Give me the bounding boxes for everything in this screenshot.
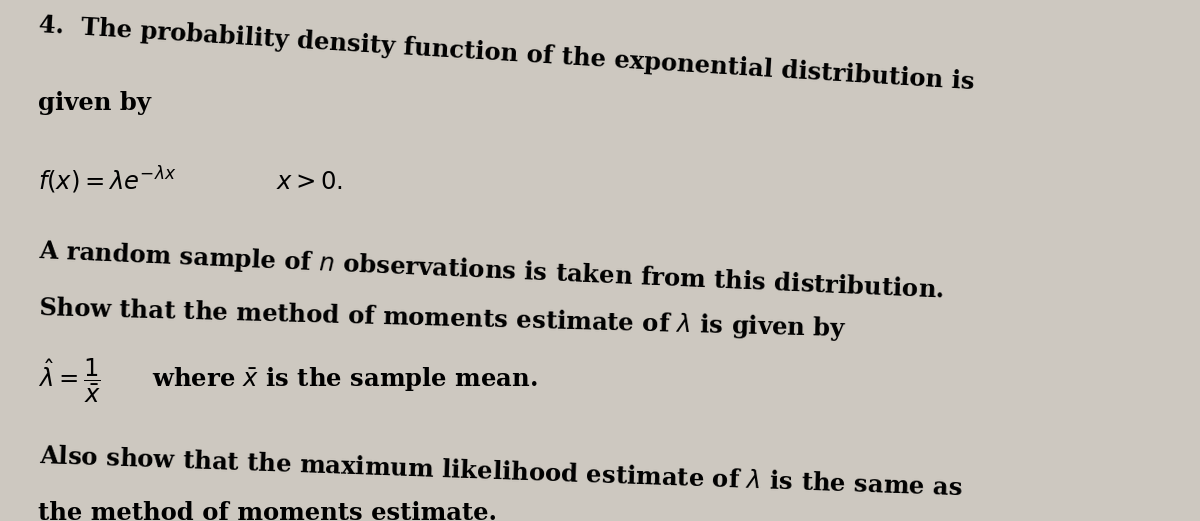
Text: the method of moments estimate.: the method of moments estimate.: [38, 501, 498, 521]
Text: A random sample of $n$ observations is taken from this distribution.: A random sample of $n$ observations is t…: [38, 237, 944, 305]
Text: Also show that the maximum likelihood estimate of $\lambda$ is the same as: Also show that the maximum likelihood es…: [38, 444, 962, 500]
Text: given by: given by: [38, 91, 151, 115]
Text: 4.  The probability density function of the exponential distribution is: 4. The probability density function of t…: [38, 13, 976, 94]
Text: $\hat{\lambda} = \dfrac{1}{\bar{x}}$      where $\bar{x}$ is the sample mean.: $\hat{\lambda} = \dfrac{1}{\bar{x}}$ whe…: [38, 357, 538, 405]
Text: $f(x) = \lambda e^{-\lambda x}$            $x > 0.$: $f(x) = \lambda e^{-\lambda x}$ $x > 0.$: [38, 164, 343, 195]
Text: Show that the method of moments estimate of $\lambda$ is given by: Show that the method of moments estimate…: [38, 294, 847, 343]
